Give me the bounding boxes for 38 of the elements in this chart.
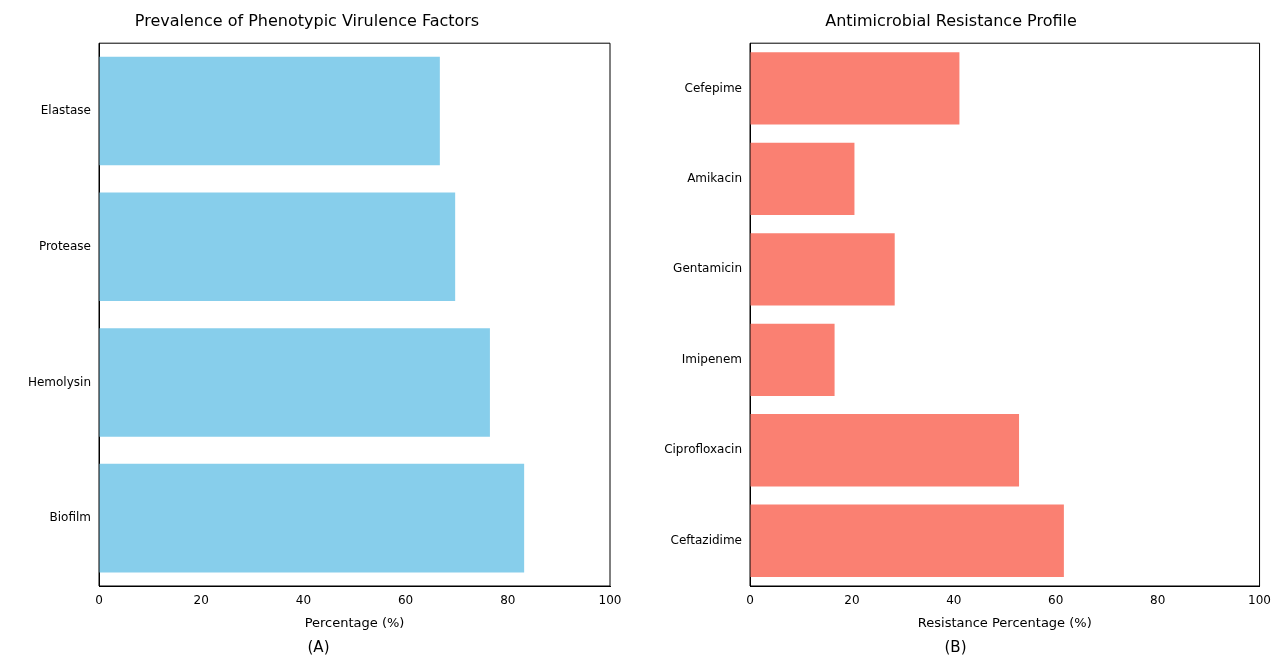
bar — [99, 56, 440, 166]
y-tick-label: Elastase — [40, 103, 91, 118]
y-tick-label: Gentamicin — [673, 261, 742, 276]
x-tick-label: 40 — [295, 593, 312, 608]
x-tick-label: 60 — [1048, 593, 1064, 608]
y-tick-label: Imipenem — [681, 351, 742, 366]
x-tick-label: 0 — [95, 593, 103, 608]
chart-title: Prevalence of Phenotypic Virulence Factors — [134, 10, 480, 30]
y-tick-label: Ciprofloxacin — [664, 442, 742, 457]
y-tick-label: Protease — [38, 238, 91, 253]
y-tick-label: Amikacin — [687, 171, 742, 186]
bar — [99, 463, 525, 573]
y-tick-label: Biofilm — [49, 510, 91, 525]
chart-title: Antimicrobial Resistance Profile — [825, 10, 1077, 30]
x-tick-label: 20 — [193, 593, 209, 608]
bar — [750, 142, 855, 216]
bar — [750, 414, 1020, 487]
x-tick-label: 0 — [746, 593, 754, 608]
x-tick-label: 100 — [1248, 593, 1271, 608]
x-tick-label: 40 — [946, 593, 962, 608]
x-axis-title: Resistance Percentage (%) — [917, 614, 1092, 630]
x-tick-label: 80 — [1150, 593, 1166, 608]
bar — [750, 504, 1064, 577]
x-tick-label: 100 — [598, 593, 622, 608]
y-tick-label: Cefepime — [684, 80, 742, 95]
bar — [750, 323, 835, 397]
bar — [99, 328, 490, 437]
x-tick-label: 60 — [397, 593, 414, 608]
bar — [750, 233, 895, 306]
y-tick-label: Ceftazidime — [670, 532, 742, 547]
text: (A) — [306, 637, 331, 658]
x-tick-label: 80 — [500, 593, 516, 608]
x-axis-title: Percentage (%) — [304, 614, 405, 630]
y-tick-label: Hemolysin — [27, 374, 91, 389]
x-tick-label: 20 — [844, 593, 860, 608]
bar — [750, 52, 960, 125]
bar — [99, 192, 456, 302]
text: (B) — [943, 637, 968, 658]
